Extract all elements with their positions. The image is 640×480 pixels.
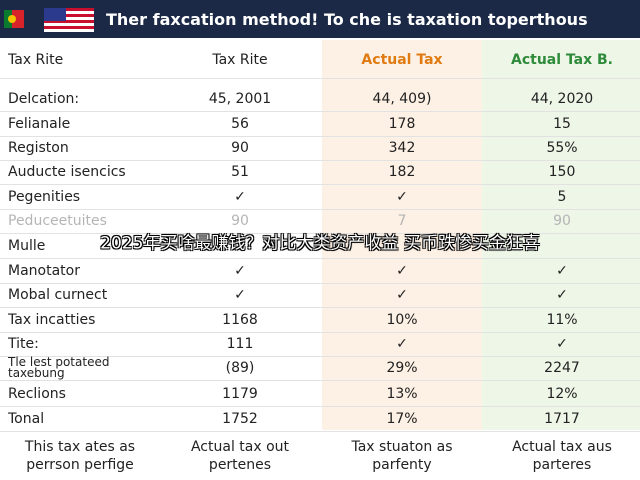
footer-cell: parfenty [372,457,432,473]
table-cell: Tonal [8,411,45,427]
column-header: Actual Tax [361,52,443,68]
separator [0,283,640,284]
table-cell: 13% [386,386,418,402]
column-header: Tax Rite [212,52,268,68]
separator [0,184,640,185]
table-cell: 2247 [544,360,580,376]
table-cell: Auducte isencics [8,164,126,180]
table-cell: Mobal curnect [8,287,108,303]
table-cell: Manotator [8,263,80,279]
separator [0,307,640,308]
table-cell: Delcation: [8,91,80,107]
table-cell: ✓ [396,336,408,352]
table-cell: 7 [397,213,407,229]
table-cell: ✓ [556,336,568,352]
table-cell: 56 [231,116,249,132]
actual-tax-column [322,40,482,430]
table-cell: ✓ [234,189,246,205]
table-cell: Mulle [8,238,46,254]
separator [0,160,640,161]
separator [0,233,640,234]
column-header: Actual Tax B. [511,52,613,68]
table-cell: 15 [553,116,571,132]
table-cell: 150 [548,164,576,180]
separator [0,209,640,210]
separator [0,332,640,333]
table-cell: 44, 2020 [530,91,594,107]
actual-tax-b-column [482,40,640,430]
flags [4,8,94,32]
table-cell: Tax incatties [8,312,96,328]
footer-cell: Actual tax out [190,439,290,455]
table-cell: ✓ [234,263,246,279]
table-cell: Pegenities [8,189,81,205]
separator [0,111,640,112]
separator [0,380,640,381]
table-cell: 44, 409) [372,91,432,107]
table-cell: ✓ [396,189,408,205]
table-cell: ✓ [556,263,568,279]
footer-cell: parteres [532,457,592,473]
footer-cell: pertenes [208,457,272,473]
table-cell: ✓ [396,287,408,303]
separator [0,356,640,357]
table-cell: 17% [386,411,418,427]
table-cell: 12% [546,386,578,402]
table-cell: ✓ [396,263,408,279]
table-cell: 1752 [222,411,258,427]
separator [0,78,640,79]
table-cell: 29% [386,360,418,376]
table-cell: 90 [231,213,249,229]
column-header: Tax Rite [8,52,64,68]
table-cell: Felianale [8,116,71,132]
table-cell: 111 [226,336,254,352]
table-cell: 90 [231,140,249,156]
table-cell: 5 [557,189,567,205]
table-cell: 51 [231,164,249,180]
table-cell: 182 [388,164,416,180]
table-cell: Peduceetuites [8,213,107,229]
footer-cell: This tax ates as [24,439,136,455]
table-cell: 1168 [222,312,258,328]
table-cell: ✓ [234,287,246,303]
table-cell: Tle lest potateed taxebung [8,355,110,380]
title-bar [0,0,640,38]
table-cell: 10% [386,312,418,328]
separator [0,431,640,432]
title: Ther faxcation method! To che is taxatio… [106,10,588,29]
separator [0,406,640,407]
footer-cell: Actual tax aus [512,439,612,455]
footer-cell: Tax stuaton as [351,439,453,455]
footer-cell: perrson perfige [26,457,134,473]
table-cell: 11% [546,312,578,328]
separator [0,258,640,259]
table-cell: Registon [8,140,69,156]
separator [0,136,640,137]
table-cell: 342 [388,140,416,156]
table-cell: 1179 [222,386,258,402]
table-cell: ✓ [556,287,568,303]
table-cell: 55% [546,140,578,156]
table-cell: 1717 [544,411,580,427]
table-cell: Reclions [8,386,66,402]
table-cell: 90 [553,213,571,229]
table-cell: 178 [388,116,416,132]
table-cell: Tite: [8,336,39,352]
table-cell: 45, 2001 [208,91,272,107]
table-cell: (89) [225,360,255,376]
caption: 2025年买啥最赚钱？对比大类资产收益 买币跌惨买金狂喜 [100,233,540,254]
